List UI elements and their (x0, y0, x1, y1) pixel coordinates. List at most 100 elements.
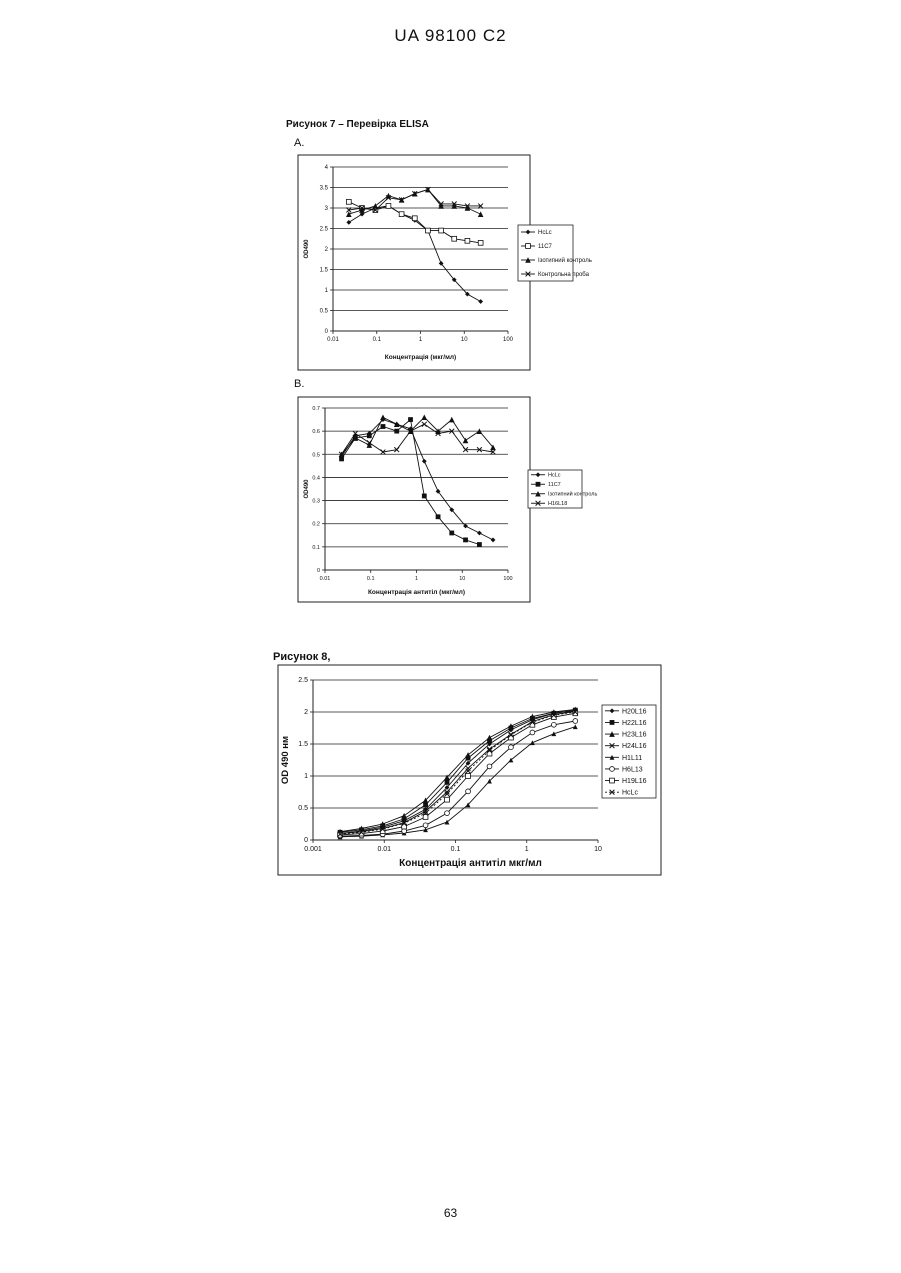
x-tick-label: 10 (594, 846, 602, 853)
data-point (426, 228, 431, 233)
data-point (463, 438, 469, 444)
data-point (465, 238, 470, 243)
y-tick-label: 1 (325, 288, 329, 294)
x-axis-label: Концентрація антитіл (мкг/мл) (368, 588, 465, 596)
data-point (408, 417, 413, 422)
data-point (394, 429, 399, 434)
legend-label: H1L11 (622, 755, 642, 762)
data-point (399, 212, 404, 217)
data-point (509, 745, 514, 750)
series-h24l16 (338, 709, 578, 836)
legend-swatch-marker (526, 244, 531, 249)
data-point (445, 797, 450, 802)
series-h19l16 (338, 711, 578, 837)
x-axis-label: Концентрація (мкг/мл) (385, 353, 456, 361)
data-point (573, 719, 578, 724)
data-point (381, 424, 386, 429)
y-tick-label: 0.5 (312, 452, 320, 458)
legend-swatch-marker (610, 720, 615, 725)
series-hclc (338, 710, 578, 837)
data-point (423, 823, 428, 828)
legend-label: Ізотипний контроль (538, 257, 592, 264)
data-point (463, 538, 468, 543)
x-tick-label: 0.1 (367, 576, 375, 582)
data-point (422, 422, 427, 427)
y-tick-label: 2 (325, 247, 329, 253)
data-point (487, 764, 492, 769)
data-point (466, 768, 471, 773)
y-tick-label: 1.5 (298, 741, 308, 748)
x-tick-label: 0.1 (451, 846, 461, 853)
data-point (421, 414, 427, 420)
data-point (346, 220, 351, 225)
y-tick-label: 0 (304, 837, 308, 844)
series-ізотипний-контроль (339, 414, 496, 457)
data-point (346, 199, 351, 204)
y-tick-label: 0.5 (298, 805, 308, 812)
legend-label: HcLc (538, 230, 552, 236)
data-point (422, 494, 427, 499)
x-tick-label: 0.01 (320, 576, 331, 582)
series-line (340, 710, 575, 832)
series-h6l13 (338, 719, 578, 839)
legend-swatch-marker (536, 482, 541, 487)
data-point (466, 774, 471, 779)
y-tick-label: 0.7 (312, 406, 320, 412)
data-point (530, 740, 535, 745)
series-line (342, 424, 494, 454)
y-tick-label: 0.4 (312, 475, 320, 481)
legend-label: H22L16 (622, 720, 647, 727)
y-axis-label: OD490 (304, 479, 310, 499)
data-point (477, 542, 482, 547)
y-tick-label: 2 (304, 709, 308, 716)
legend-label: H6L13 (622, 766, 643, 773)
data-point (367, 433, 372, 438)
data-point (478, 299, 483, 304)
data-point (401, 813, 407, 819)
data-point (452, 236, 457, 241)
series-line (340, 711, 575, 834)
x-tick-label: 10 (459, 576, 465, 582)
data-point (436, 514, 441, 519)
y-tick-label: 0.3 (312, 499, 320, 505)
x-tick-label: 100 (503, 337, 514, 343)
data-point (422, 459, 427, 464)
legend-label: HcLc (622, 790, 638, 797)
data-point (530, 730, 535, 735)
series-h22l16 (338, 708, 578, 835)
x-tick-label: 0.1 (373, 337, 382, 343)
x-tick-label: 10 (461, 337, 468, 343)
legend-label: H19L16 (622, 778, 647, 785)
data-point (466, 789, 471, 794)
legend-label: HcLc (548, 473, 561, 479)
legend-label: H20L16 (622, 708, 647, 715)
data-point (491, 538, 496, 543)
y-axis-label: OD490 (304, 239, 310, 259)
x-tick-label: 100 (503, 576, 512, 582)
data-point (386, 204, 391, 209)
y-tick-label: 3.5 (320, 186, 329, 192)
y-tick-label: 1 (304, 773, 308, 780)
legend-label: 11C7 (538, 244, 553, 250)
legend-label: 11C7 (548, 482, 561, 488)
data-point (551, 722, 556, 727)
data-point (509, 735, 514, 740)
data-point (551, 731, 556, 736)
legend-swatch-marker (610, 767, 615, 772)
y-tick-label: 3 (325, 206, 329, 212)
data-point (573, 724, 578, 729)
data-point (449, 417, 455, 423)
series-h16l18 (339, 422, 495, 457)
y-tick-label: 0.6 (312, 429, 320, 435)
x-tick-label: 1 (525, 846, 529, 853)
data-point (478, 211, 484, 217)
x-tick-label: 0.001 (304, 846, 322, 853)
y-tick-label: 0.5 (320, 309, 329, 315)
data-point (380, 414, 386, 420)
data-point (478, 240, 483, 245)
data-point (530, 722, 535, 727)
legend-label: H23L16 (622, 732, 647, 739)
series-line (340, 712, 575, 834)
x-tick-label: 1 (415, 576, 418, 582)
